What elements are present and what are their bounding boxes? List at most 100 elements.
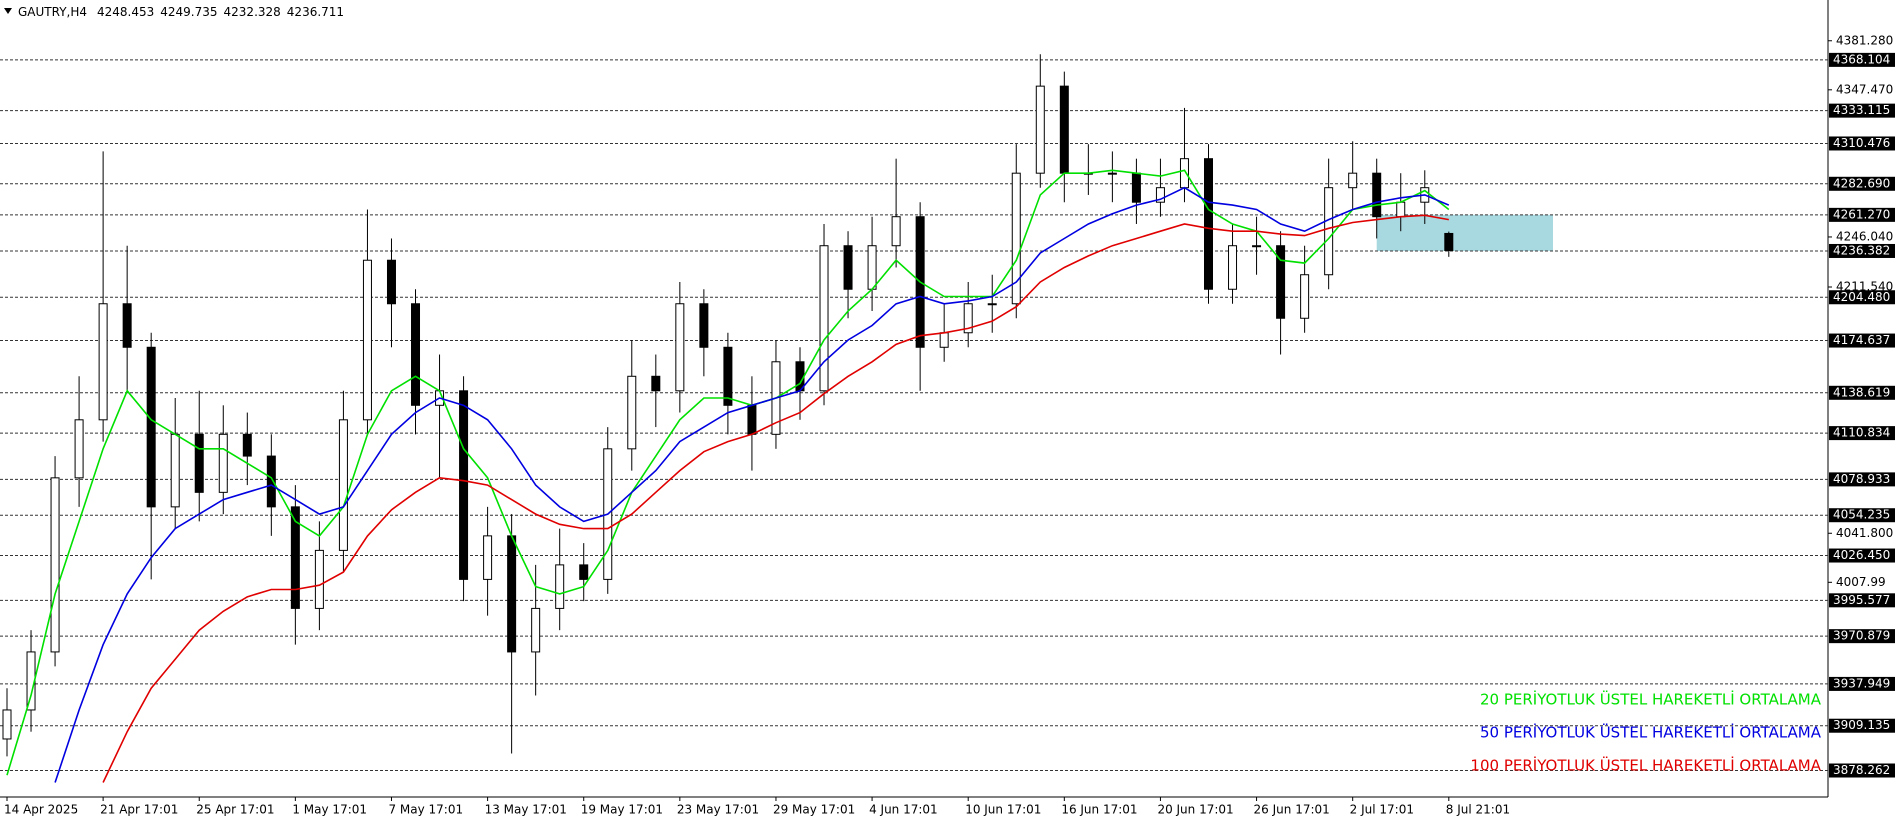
x-tick-label: 7 May 17:01 xyxy=(388,803,463,817)
level-label: 4282.690 xyxy=(1833,176,1890,190)
candle-body xyxy=(98,303,108,421)
candle-body xyxy=(1324,187,1334,276)
level-label-box xyxy=(1829,629,1895,644)
candle-body xyxy=(1348,172,1358,189)
candle-body xyxy=(459,390,469,580)
level-label-box xyxy=(1829,426,1895,441)
level-label-box xyxy=(1829,508,1895,523)
level-label-box xyxy=(1829,472,1895,487)
candle-body xyxy=(170,433,180,508)
candle-body xyxy=(1396,201,1406,218)
candle-body xyxy=(819,245,829,392)
candle-body xyxy=(843,245,853,290)
level-label-box xyxy=(1829,136,1895,151)
candle-body xyxy=(1252,245,1262,248)
open-value: 4248.453 xyxy=(97,5,154,19)
candle-body xyxy=(507,535,517,653)
y-tick-label: 4007.99 xyxy=(1836,575,1886,589)
level-label-box xyxy=(1829,103,1895,118)
candle-body xyxy=(1276,245,1286,319)
level-label: 4333.115 xyxy=(1833,103,1890,117)
level-label: 3937.949 xyxy=(1833,676,1890,690)
low-value: 4232.328 xyxy=(224,5,281,19)
candle-body xyxy=(1372,172,1382,218)
candle-body xyxy=(218,433,228,493)
level-label: 4204.480 xyxy=(1833,290,1890,304)
candle-body xyxy=(242,433,252,457)
candle-body xyxy=(1107,172,1117,175)
level-label: 4078.933 xyxy=(1833,472,1890,486)
ma-line xyxy=(6,169,1450,776)
candle-body xyxy=(290,506,300,609)
level-label-box xyxy=(1829,385,1895,400)
candle-body xyxy=(867,245,877,290)
candle-body xyxy=(1059,85,1069,174)
level-label-box xyxy=(1829,243,1895,258)
candle-body xyxy=(1155,187,1165,203)
x-tick-label: 21 Apr 17:01 xyxy=(100,803,178,817)
level-label: 4138.619 xyxy=(1833,385,1890,399)
candle-body xyxy=(987,303,997,306)
candle-body xyxy=(1228,245,1238,290)
candle-body xyxy=(1035,85,1045,174)
x-tick-label: 2 Jul 17:01 xyxy=(1350,803,1414,817)
x-tick-label: 13 May 17:01 xyxy=(485,803,567,817)
high-value: 4249.735 xyxy=(160,5,217,19)
legend-entry: 50 PERİYOTLUK ÜSTEL HAREKETLİ ORTALAMA xyxy=(1480,723,1822,742)
level-label: 4261.270 xyxy=(1833,207,1890,221)
candle-body xyxy=(1131,172,1141,203)
level-label: 4026.450 xyxy=(1833,548,1890,562)
level-label: 4174.637 xyxy=(1833,333,1890,347)
candle-body xyxy=(1444,232,1454,251)
candle-body xyxy=(338,419,348,551)
candle-body xyxy=(194,433,204,493)
x-tick-label: 19 May 17:01 xyxy=(581,803,663,817)
level-label-box xyxy=(1829,548,1895,563)
x-tick-label: 8 Jul 21:01 xyxy=(1446,803,1510,817)
candle-body xyxy=(891,216,901,247)
x-tick-label: 10 Jun 17:01 xyxy=(965,803,1041,817)
candle-body xyxy=(723,346,733,406)
level-label-box xyxy=(1829,763,1895,778)
x-tick-label: 29 May 17:01 xyxy=(773,803,855,817)
level-label-box xyxy=(1829,52,1895,67)
level-label-box xyxy=(1829,593,1895,608)
level-label-box xyxy=(1829,718,1895,733)
candle-body xyxy=(651,375,661,392)
level-label: 3970.879 xyxy=(1833,629,1890,643)
candle-body xyxy=(266,455,276,508)
candle-body xyxy=(699,303,709,348)
candle-body xyxy=(963,303,973,334)
y-tick-label: 4041.800 xyxy=(1836,526,1893,540)
candle-body xyxy=(483,535,493,580)
y-tick-label: 4381.280 xyxy=(1836,33,1893,47)
candle-body xyxy=(314,549,324,609)
candle-body xyxy=(2,709,12,740)
candle-body xyxy=(579,564,589,580)
candle-body xyxy=(1011,172,1021,305)
legend-entry: 100 PERİYOTLUK ÜSTEL HAREKETLİ ORTALAMA xyxy=(1470,756,1821,775)
level-label-box xyxy=(1829,676,1895,691)
level-label-box xyxy=(1829,333,1895,348)
y-tick-label: 4246.040 xyxy=(1836,229,1893,243)
x-tick-label: 16 Jun 17:01 xyxy=(1061,803,1137,817)
candle-body xyxy=(74,419,84,479)
candle-body xyxy=(627,375,637,450)
x-tick-label: 1 May 17:01 xyxy=(292,803,367,817)
candle-body xyxy=(747,404,757,435)
level-label: 4368.104 xyxy=(1833,52,1890,66)
x-tick-label: 14 Apr 2025 xyxy=(4,803,78,817)
candle-body xyxy=(1204,158,1213,290)
level-label: 4236.382 xyxy=(1833,243,1890,257)
ma-line xyxy=(102,214,1449,783)
level-label: 3995.577 xyxy=(1833,593,1890,607)
candles xyxy=(2,54,1454,757)
ma-line xyxy=(54,186,1450,783)
chart-title: GAUTRY,H4 4248.453 4249.735 4232.328 4236.71… xyxy=(18,5,344,19)
symbol: GAUTRY,H4 xyxy=(18,5,87,19)
level-label: 4310.476 xyxy=(1833,136,1890,150)
candle-body xyxy=(1179,158,1189,189)
candle-body xyxy=(939,332,949,348)
